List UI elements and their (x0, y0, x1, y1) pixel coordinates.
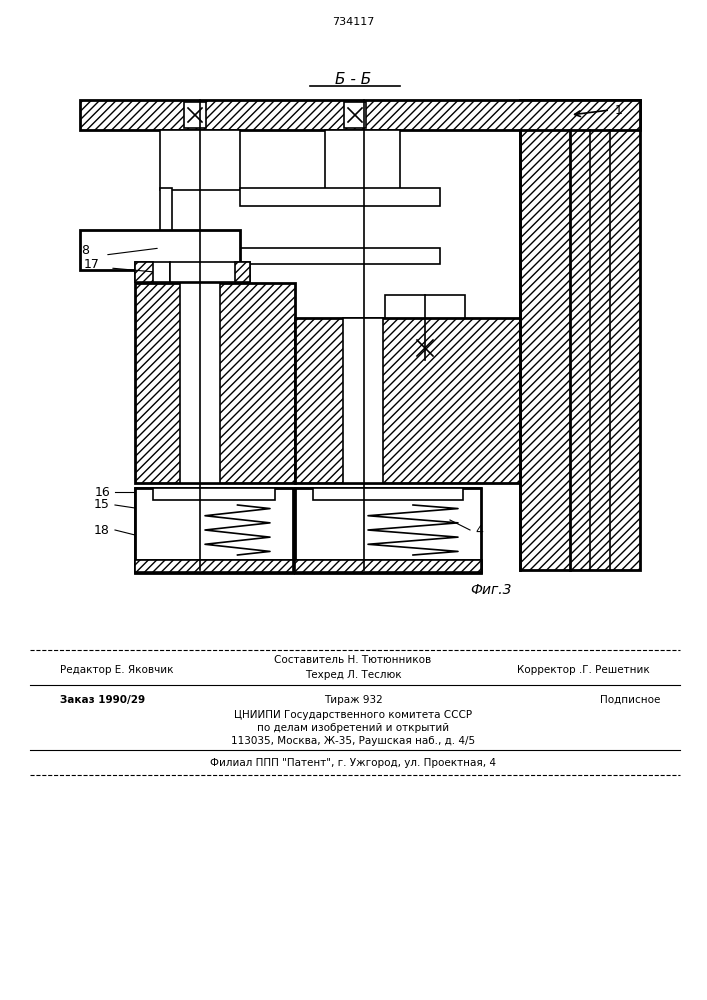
Bar (275, 488, 293, 573)
Text: Редактор Е. Яковчик: Редактор Е. Яковчик (60, 665, 173, 675)
Bar (153, 488, 275, 500)
Bar (135, 262, 153, 282)
Text: 15: 15 (94, 498, 110, 512)
Text: 8: 8 (81, 243, 89, 256)
Bar (295, 560, 481, 572)
Bar (160, 130, 240, 190)
Bar (135, 262, 170, 282)
Bar (325, 130, 400, 190)
Bar (180, 283, 220, 483)
Text: 17: 17 (84, 258, 100, 271)
Bar (135, 488, 153, 573)
Bar (80, 230, 240, 270)
Bar (520, 100, 640, 570)
Text: 1: 1 (615, 104, 623, 116)
Bar (135, 560, 293, 572)
Bar (295, 318, 520, 483)
Text: по делам изобретений и открытий: по делам изобретений и открытий (257, 723, 449, 733)
Text: Филиал ППП "Патент", г. Ужгород, ул. Проектная, 4: Филиал ППП "Патент", г. Ужгород, ул. Про… (210, 758, 496, 768)
Text: 113035, Москва, Ж-35, Раушская наб., д. 4/5: 113035, Москва, Ж-35, Раушская наб., д. … (231, 736, 475, 746)
Text: Тираж 932: Тираж 932 (324, 695, 382, 705)
Text: 18: 18 (94, 524, 110, 536)
Bar (160, 188, 172, 248)
Text: Б - Б: Б - Б (335, 73, 371, 88)
Bar (463, 488, 481, 573)
Bar (295, 560, 481, 572)
Bar (184, 102, 206, 128)
Bar (80, 100, 640, 130)
Bar (160, 248, 440, 264)
Bar (240, 188, 440, 206)
Bar (385, 295, 465, 360)
Bar (313, 488, 463, 500)
Text: Подписное: Подписное (600, 695, 660, 705)
Bar (344, 102, 366, 128)
Bar (170, 262, 250, 282)
Text: Фиг.3: Фиг.3 (470, 583, 511, 597)
Bar (295, 488, 481, 573)
Text: 734117: 734117 (332, 17, 374, 27)
Text: 4: 4 (475, 524, 483, 536)
Bar (343, 318, 383, 483)
Bar (135, 488, 293, 573)
Bar (135, 560, 293, 572)
Bar (135, 283, 295, 483)
Text: Корректор .Г. Решетник: Корректор .Г. Решетник (518, 665, 650, 675)
Bar (295, 488, 313, 573)
Text: Составитель Н. Тютюнников: Составитель Н. Тютюнников (274, 655, 432, 665)
Text: 16: 16 (94, 486, 110, 498)
Bar (235, 262, 250, 282)
Text: Техред Л. Теслюк: Техред Л. Теслюк (305, 670, 402, 680)
Text: ЦНИИПИ Государственного комитета СССР: ЦНИИПИ Государственного комитета СССР (234, 710, 472, 720)
Text: Заказ 1990/29: Заказ 1990/29 (60, 695, 145, 705)
